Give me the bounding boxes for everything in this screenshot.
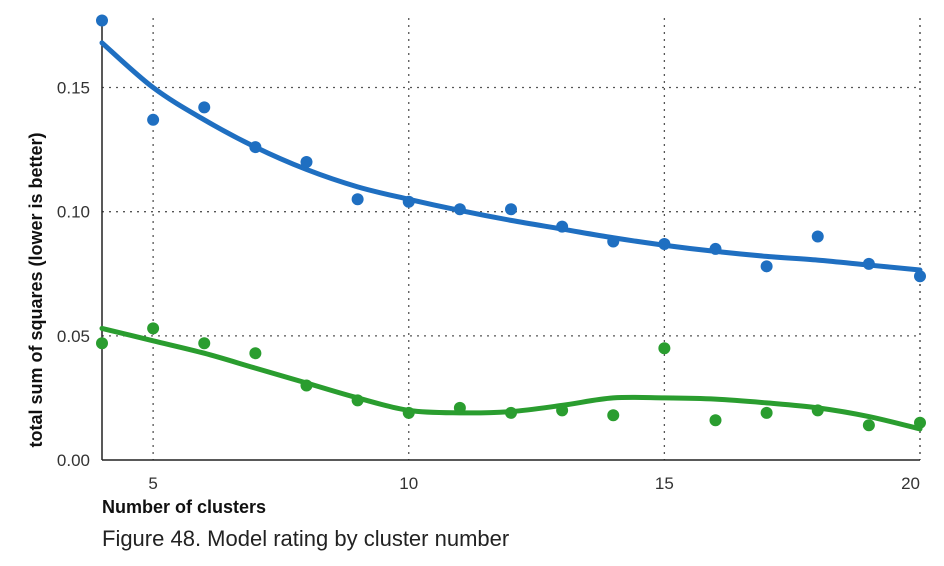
- tick-labels: 5 10 15 20 0.00 0.05 0.10 0.15: [57, 79, 920, 493]
- data-point: [914, 270, 926, 283]
- trend-line-1: [99, 40, 923, 273]
- x-tick-label: 20: [901, 474, 920, 493]
- data-point: [249, 141, 262, 154]
- data-point: [709, 242, 722, 255]
- trend-lines: [99, 40, 923, 432]
- x-tick-label: 5: [148, 474, 157, 493]
- data-point: [862, 257, 875, 270]
- data-point: [453, 203, 466, 216]
- data-point: [556, 220, 569, 233]
- data-point: [505, 203, 517, 216]
- x-tick-label: 10: [399, 474, 418, 493]
- data-point: [811, 230, 824, 243]
- data-point: [300, 156, 313, 169]
- y-tick-label: 0.00: [57, 451, 90, 470]
- data-point: [709, 414, 722, 427]
- y-tick-label: 0.15: [57, 79, 90, 98]
- data-point: [198, 101, 211, 114]
- data-point: [760, 260, 773, 273]
- data-point: [249, 347, 262, 360]
- data-point: [607, 235, 620, 248]
- data-point: [147, 322, 160, 335]
- data-point: [96, 14, 108, 27]
- data-point: [760, 406, 773, 419]
- y-tick-label: 0.10: [57, 203, 90, 222]
- y-tick-label: 0.05: [57, 327, 90, 346]
- data-point: [402, 406, 415, 419]
- data-point: [862, 419, 875, 432]
- grid: [102, 18, 921, 460]
- figure-caption: Figure 48. Model rating by cluster numbe…: [102, 526, 510, 551]
- data-point: [351, 193, 364, 206]
- data-point: [96, 337, 108, 350]
- x-tick-label: 15: [655, 474, 674, 493]
- data-point: [300, 379, 313, 392]
- data-point: [658, 342, 671, 355]
- data-point: [453, 401, 466, 414]
- data-point: [914, 416, 926, 429]
- data-point: [658, 237, 671, 250]
- data-point: [811, 404, 824, 417]
- data-point: [607, 409, 620, 422]
- x-axis-title: Number of clusters: [102, 497, 266, 517]
- data-point: [351, 394, 364, 407]
- data-point: [505, 406, 517, 419]
- data-points: [96, 14, 926, 432]
- y-axis-title: total sum of squares (lower is better): [26, 132, 46, 447]
- data-point: [402, 195, 415, 208]
- data-point: [198, 337, 211, 350]
- axes: [101, 18, 920, 461]
- data-point: [147, 113, 160, 126]
- data-point: [556, 404, 569, 417]
